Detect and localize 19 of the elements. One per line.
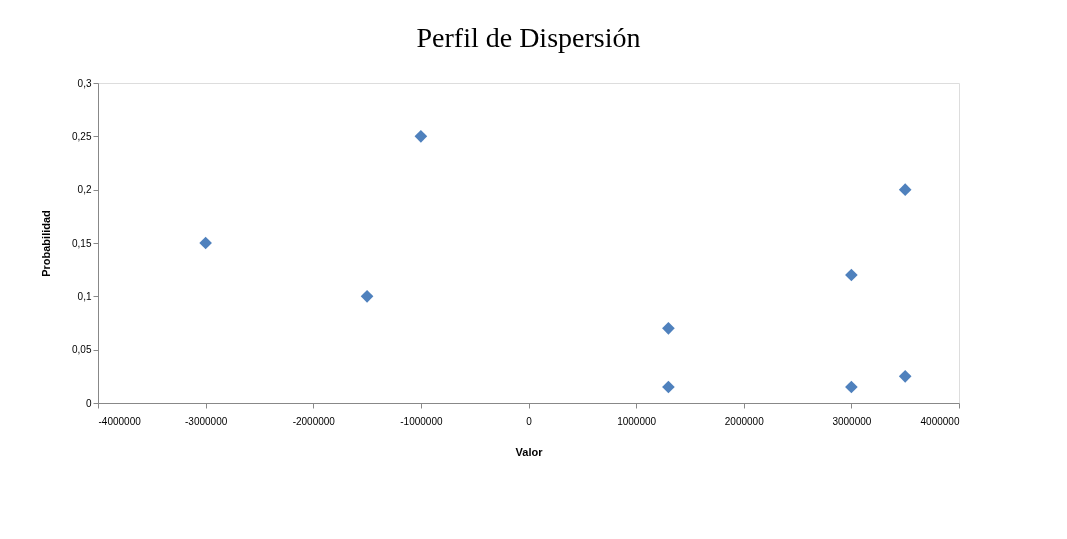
x-tick-label: -2000000 xyxy=(292,415,336,427)
x-tick-label: 2000000 xyxy=(724,415,765,427)
y-tick-label: 0,25 xyxy=(72,130,92,142)
y-tick-label: 0,1 xyxy=(77,290,92,302)
x-tick-label: 4000000 xyxy=(920,415,960,427)
x-tick-label: 1000000 xyxy=(617,415,657,427)
y-tick-label: 0,15 xyxy=(72,237,92,249)
y-tick-label: 0,05 xyxy=(72,344,92,356)
y-axis-title: Probabilidad xyxy=(40,210,53,277)
x-tick-label: -3000000 xyxy=(184,415,228,427)
y-tick-label: 0,3 xyxy=(77,77,92,89)
x-tick-label: -1000000 xyxy=(400,415,443,427)
chart-title: Perfil de Dispersión xyxy=(416,22,641,53)
x-tick-label: 3000000 xyxy=(832,415,872,427)
x-tick-label: 0 xyxy=(526,415,533,427)
x-axis-title: Valor xyxy=(515,445,544,458)
y-tick-label: 0,2 xyxy=(77,184,92,196)
y-tick-label: 0 xyxy=(85,397,92,409)
x-tick-label: -4000000 xyxy=(98,415,142,427)
